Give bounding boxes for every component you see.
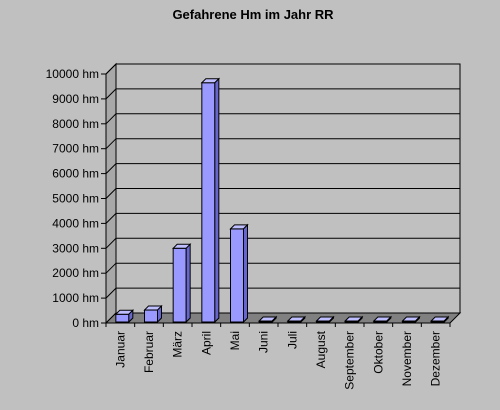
gridline xyxy=(105,287,460,299)
bar xyxy=(372,315,393,324)
gridline xyxy=(105,163,460,174)
bar-side xyxy=(329,315,334,324)
chart-title: Gefahrene Hm im Jahr RR xyxy=(172,7,334,22)
bar xyxy=(114,309,135,324)
bar xyxy=(200,77,221,324)
x-tick-label: Mai xyxy=(228,331,242,350)
x-tick-label: Juni xyxy=(257,331,271,353)
bar xyxy=(229,223,249,324)
gridline xyxy=(105,63,460,75)
y-tick-label: 0 hm xyxy=(72,316,99,330)
bar xyxy=(401,315,421,324)
bar-side xyxy=(357,315,363,324)
plot-walls xyxy=(104,62,462,325)
gridline xyxy=(105,262,460,274)
gridline xyxy=(105,237,460,249)
bar xyxy=(257,315,278,324)
x-tick-label: November xyxy=(400,331,414,386)
bar xyxy=(343,315,364,324)
y-tick-label: 6000 hm xyxy=(52,167,99,181)
bar-front xyxy=(201,82,216,323)
y-tick-label: 10000 hm xyxy=(46,67,99,81)
bar-side xyxy=(271,315,277,324)
bars xyxy=(114,77,450,324)
x-tick-label: März xyxy=(171,331,185,358)
x-tick-label: Oktober xyxy=(371,331,385,374)
gridlines xyxy=(101,63,460,327)
bar xyxy=(171,243,192,324)
y-tick-label: 8000 hm xyxy=(52,117,99,131)
bar-front xyxy=(144,309,158,323)
bar-side xyxy=(185,243,191,324)
x-tick-label: Januar xyxy=(113,331,127,368)
y-tick-label: 9000 hm xyxy=(52,92,99,106)
bar-side xyxy=(386,315,392,324)
gridline xyxy=(105,113,460,125)
y-tick-label: 2000 hm xyxy=(52,266,99,280)
y-tick-label: 7000 hm xyxy=(52,142,99,156)
x-tick-label: September xyxy=(343,331,357,390)
bar-front xyxy=(230,228,244,323)
bar-front xyxy=(172,247,187,323)
gridline xyxy=(105,212,460,224)
gridline xyxy=(105,88,460,100)
bar-side xyxy=(128,309,134,324)
bar-side xyxy=(214,77,220,324)
bar-side xyxy=(300,315,306,324)
x-axis-labels: Januar Februar März April Mai Juni Juli August S… xyxy=(113,330,442,389)
bar xyxy=(315,315,335,324)
y-axis-labels: 0 hm 1000 hm 2000 hm 3000 hm 4000 hm 5000 hm 6… xyxy=(46,67,99,330)
bar-side xyxy=(415,315,420,324)
x-tick-label: Dezember xyxy=(429,331,443,386)
y-tick-label: 3000 hm xyxy=(52,241,99,255)
x-tick-label: April xyxy=(199,331,213,355)
gridline xyxy=(105,188,460,199)
x-tick-label: Juli xyxy=(285,331,299,349)
x-tick-label: Februar xyxy=(142,331,156,373)
bar xyxy=(143,304,163,324)
gridline xyxy=(105,138,460,150)
bar xyxy=(429,315,450,324)
bar-front xyxy=(115,313,130,323)
bar xyxy=(286,315,307,324)
bar-side xyxy=(443,315,449,324)
y-tick-label: 1000 hm xyxy=(52,291,99,305)
y-tick-label: 4000 hm xyxy=(52,216,99,230)
bar-side xyxy=(243,223,248,324)
y-tick-label: 5000 hm xyxy=(52,192,99,206)
x-tick-label: August xyxy=(314,330,328,368)
bar-side xyxy=(157,304,162,324)
